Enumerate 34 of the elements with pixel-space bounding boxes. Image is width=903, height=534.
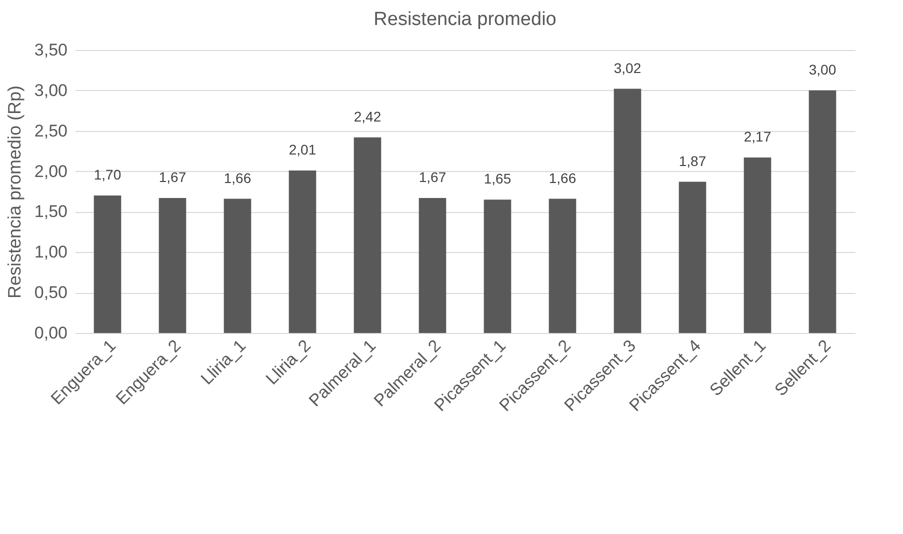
data-label: 1,66 <box>224 170 252 186</box>
y-axis-title: Resistencia promedio (Rp) <box>4 85 24 299</box>
y-tick-label: 0,50 <box>34 283 68 302</box>
data-label: 1,67 <box>418 168 446 185</box>
bar <box>548 198 576 333</box>
bar <box>418 198 446 333</box>
y-tick-label: 2,00 <box>34 162 68 181</box>
bar <box>158 198 186 333</box>
bar <box>614 88 642 333</box>
bar <box>678 182 706 333</box>
chart-title: Resistencia promedio <box>374 9 556 30</box>
bar <box>224 198 252 333</box>
data-label: 3,02 <box>614 60 642 76</box>
y-tick-label: 3,50 <box>34 40 68 60</box>
data-label: 1,87 <box>678 152 706 169</box>
bar <box>288 170 316 333</box>
bar <box>94 196 122 333</box>
data-label: 2,17 <box>744 128 772 145</box>
data-label: 1,66 <box>548 170 576 186</box>
bar <box>808 90 836 333</box>
y-tick-label: 3,00 <box>34 80 68 100</box>
data-label: 1,67 <box>158 168 186 185</box>
data-label: 1,65 <box>484 170 512 187</box>
data-label: 1,70 <box>94 166 122 183</box>
data-label: 2,42 <box>354 108 382 124</box>
bar <box>484 200 512 333</box>
bar <box>744 158 772 333</box>
y-tick-label: 1,00 <box>34 242 68 262</box>
data-label: 3,00 <box>808 61 836 78</box>
y-tick-label: 0,00 <box>34 324 68 342</box>
data-label: 2,01 <box>288 141 316 158</box>
y-tick-label: 2,50 <box>34 121 68 140</box>
y-tick-label: 1,50 <box>34 202 68 222</box>
bar <box>354 137 382 333</box>
